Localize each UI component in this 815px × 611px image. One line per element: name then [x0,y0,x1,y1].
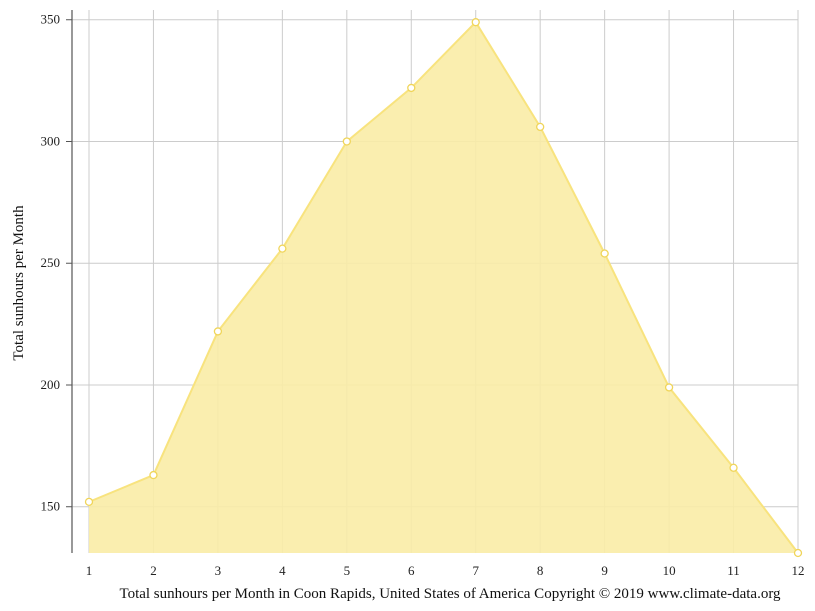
x-tick-label-1: 1 [86,563,93,578]
axes [66,10,73,553]
series-line [88,20,799,554]
x-tick-label-8: 8 [537,563,544,578]
data-point-7 [471,18,480,27]
data-point-6 [407,83,416,93]
data-point-10 [664,383,674,392]
data-point-3 [213,327,223,336]
area-layer [88,20,799,554]
x-tick-label-6: 6 [408,563,415,578]
chart-caption: Total sunhours per Month in Coon Rapids,… [119,586,781,602]
points-layer [84,18,803,558]
x-tick-label-11: 11 [727,563,740,578]
data-point-1 [84,497,94,507]
y-tick-label-200: 200 [41,377,61,392]
x-tick-label-9: 9 [601,563,608,578]
data-point-11 [729,463,738,472]
x-tick-label-3: 3 [215,563,222,578]
x-tick-label-7: 7 [472,563,479,578]
data-point-9 [600,249,609,258]
y-tick-label-250: 250 [41,255,61,270]
y-tick-label-350: 350 [41,12,61,27]
x-tick-labels: 1 2 3 4 5 6 7 8 9 10 11 12 [86,563,805,578]
x-tick-label-4: 4 [279,563,286,578]
x-tick-label-2: 2 [150,563,157,578]
y-axis-label: Total sunhours per Month [11,205,27,361]
x-tick-label-12: 12 [792,563,805,578]
y-tick-labels: 150 200 250 300 350 [41,12,61,514]
data-point-4 [278,244,287,253]
area-fill [89,22,798,554]
x-tick-label-10: 10 [663,563,676,578]
data-point-8 [536,122,545,132]
x-tick-label-5: 5 [344,563,351,578]
data-point-12 [793,548,803,558]
data-point-5 [342,137,351,146]
y-tick-label-300: 300 [41,133,61,148]
y-tick-label-150: 150 [41,499,61,514]
data-point-2 [149,470,158,480]
